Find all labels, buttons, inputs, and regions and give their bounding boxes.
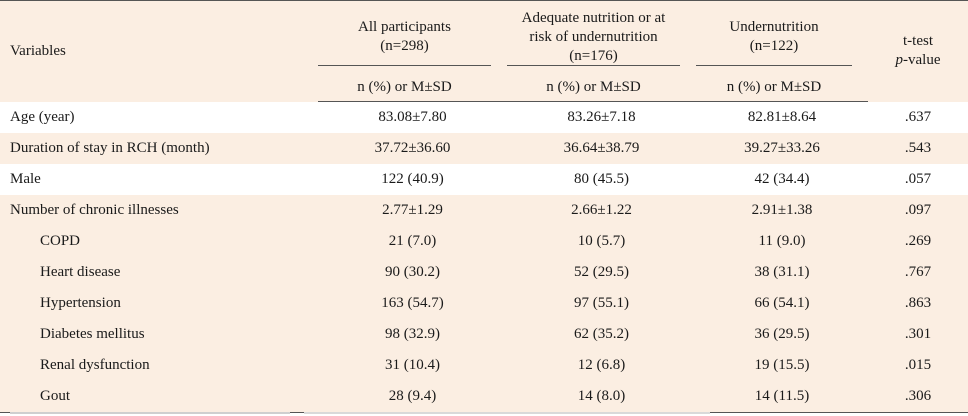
subheader-adequate: n (%) or M±SD (507, 73, 696, 102)
header-variables: Variables (0, 0, 318, 102)
row-label: Diabetes mellitus (0, 319, 318, 350)
header-adequate-line1: Adequate nutrition or at (521, 9, 666, 26)
cell-all: 37.72±36.60 (318, 133, 507, 164)
cell-adequate: 52 (29.5) (507, 257, 696, 288)
cell-under: 2.91±1.38 (696, 195, 868, 226)
cell-under: 42 (34.4) (754, 171, 810, 187)
cell-under: 14 (11.5) (696, 381, 868, 413)
row-label: Number of chronic illnesses (0, 195, 318, 226)
cell-p-value: .015 (868, 350, 968, 381)
cell-all: 98 (32.9) (318, 319, 507, 350)
row-label: Renal dysfunction (0, 350, 318, 381)
cell-adequate: 62 (35.2) (507, 319, 696, 350)
footnote-cutoff-line (10, 412, 710, 414)
header-adequate-line3: (n=176) (569, 47, 618, 64)
subheader-under: n (%) or M±SD (696, 73, 868, 102)
cell-p-value: .269 (868, 226, 968, 257)
table-row: Hypertension 163 (54.7) 97 (55.1) 66 (54… (0, 288, 968, 319)
cell-p-value: .306 (868, 381, 968, 413)
cell-p-value: .637 (904, 108, 932, 125)
cell-all: 163 (54.7) (318, 288, 507, 319)
cell-p-value: .097 (868, 195, 968, 226)
cell-under: 39.27±33.26 (696, 133, 868, 164)
header-row-subheaders: n (%) or M±SD n (%) or M±SD n (%) or M±S… (0, 73, 968, 102)
cell-all: 28 (9.4) (318, 381, 507, 413)
cell-p-value: .057 (904, 171, 932, 187)
cell-under: 36 (29.5) (696, 319, 868, 350)
header-row-groups: Variables All participants (n=298) Adequ… (0, 0, 968, 102)
cell-adequate: 83.26±7.18 (567, 109, 636, 125)
table-row: COPD 21 (7.0) 10 (5.7) 11 (9.0) .269 (0, 226, 968, 257)
subheader-all: n (%) or M±SD (318, 73, 507, 102)
cell-all: 2.77±1.29 (318, 195, 507, 226)
row-label: Male (10, 171, 41, 187)
cell-adequate: 80 (45.5) (574, 171, 629, 187)
cell-under: 38 (31.1) (696, 257, 868, 288)
row-label: Gout (0, 381, 318, 413)
cell-all: 83.08±7.80 (378, 109, 447, 125)
footnote-fragment (10, 410, 710, 416)
cell-p-value: .863 (868, 288, 968, 319)
table-row: Heart disease 90 (30.2) 52 (29.5) 38 (31… (0, 257, 968, 288)
cell-adequate: 36.64±38.79 (507, 133, 696, 164)
cell-adequate: 10 (5.7) (507, 226, 696, 257)
header-ttest-line1: t-test (903, 33, 933, 50)
header-all-line2: (n=298) (380, 37, 429, 54)
header-all-participants: All participants (n=298) (318, 0, 507, 73)
table-row: Age (year) 83.08±7.80 83.26±7.18 82.81±8… (0, 102, 968, 134)
table-row: Diabetes mellitus 98 (32.9) 62 (35.2) 36… (0, 319, 968, 350)
cell-all: 90 (30.2) (318, 257, 507, 288)
cell-all: 122 (40.9) (381, 171, 444, 187)
cell-all: 21 (7.0) (318, 226, 507, 257)
cell-p-value: .543 (868, 133, 968, 164)
header-adequate-nutrition: Adequate nutrition or at risk of undernu… (507, 0, 696, 73)
table-row: Number of chronic illnesses 2.77±1.29 2.… (0, 195, 968, 226)
header-under-line2: (n=122) (749, 37, 799, 54)
cell-adequate: 97 (55.1) (507, 288, 696, 319)
cell-under: 82.81±8.64 (747, 109, 817, 125)
cell-under: 66 (54.1) (696, 288, 868, 319)
row-label: Duration of stay in RCH (month) (0, 133, 318, 164)
header-adequate-line2: risk of undernutrition (529, 28, 658, 45)
header-ttest-value: -value (903, 52, 941, 69)
row-label: Heart disease (0, 257, 318, 288)
row-label: Age (year) (10, 108, 75, 125)
cell-adequate: 14 (8.0) (507, 381, 696, 413)
header-ttest: t-test p-value (868, 0, 968, 102)
cell-adequate: 2.66±1.22 (507, 195, 696, 226)
table-row: Renal dysfunction 31 (10.4) 12 (6.8) 19 … (0, 350, 968, 381)
cell-all: 31 (10.4) (318, 350, 507, 381)
cell-p-value: .767 (868, 257, 968, 288)
row-label: Hypertension (0, 288, 318, 319)
header-undernutrition: Undernutrition (n=122) (696, 0, 868, 73)
cell-adequate: 12 (6.8) (507, 350, 696, 381)
cell-under: 19 (15.5) (696, 350, 868, 381)
header-ttest-p: p (895, 52, 904, 69)
table-row: Duration of stay in RCH (month) 37.72±36… (0, 133, 968, 164)
cell-under: 11 (9.0) (696, 226, 868, 257)
table-row: Gout 28 (9.4) 14 (8.0) 14 (11.5) .306 (0, 381, 968, 413)
header-under-line1: Undernutrition (729, 18, 819, 35)
table-row: Male 122 (40.9) 80 (45.5) 42 (34.4) .057 (0, 164, 968, 195)
header-all-line1: All participants (358, 18, 451, 35)
row-label: COPD (0, 226, 318, 257)
cell-p-value: .301 (868, 319, 968, 350)
